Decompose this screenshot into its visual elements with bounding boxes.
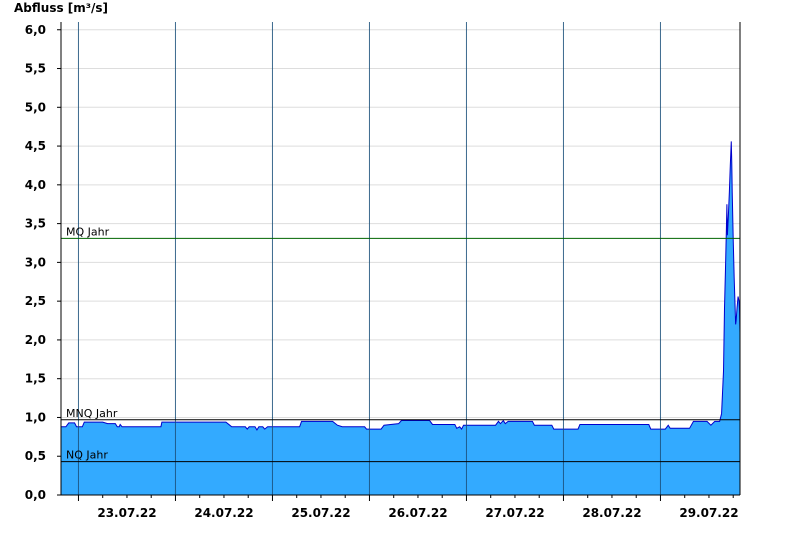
y-tick-label: 1,5 — [25, 372, 46, 386]
x-tick-label: 26.07.22 — [388, 506, 447, 520]
y-axis-title: Abfluss [m³/s] — [14, 1, 109, 15]
y-tick-label: 2,5 — [25, 294, 46, 308]
x-tick-label: 27.07.22 — [485, 506, 544, 520]
x-tick-label: 29.07.22 — [679, 506, 738, 520]
y-tick-label: 0,0 — [25, 488, 46, 502]
reference-line-label: MQ Jahr — [66, 225, 110, 238]
x-tick-label: 25.07.22 — [291, 506, 350, 520]
x-tick-label: 28.07.22 — [582, 506, 641, 520]
y-tick-label: 2,0 — [25, 333, 46, 347]
discharge-area — [61, 141, 740, 495]
y-tick-label: 5,0 — [25, 100, 46, 114]
y-tick-label: 4,0 — [25, 178, 46, 192]
reference-line-label: NQ Jahr — [66, 449, 108, 462]
y-tick-label: 3,5 — [25, 217, 46, 231]
discharge-line — [61, 141, 741, 431]
grid — [61, 29, 740, 457]
axes — [57, 22, 741, 501]
reference-lines: MQ Jahr MNQ Jahr NQ Jahr — [61, 225, 740, 463]
y-tick-label: 1,0 — [25, 410, 46, 424]
y-tick-label: 6,0 — [25, 23, 46, 37]
y-tick-labels: 0,0 0,5 1,0 1,5 2,0 2,5 3,0 3,5 4,0 4,5 5,0 5,5 6,0 — [25, 23, 46, 502]
reference-line-label: MNQ Jahr — [66, 407, 118, 420]
series-area — [61, 22, 741, 495]
y-tick-label: 0,5 — [25, 449, 46, 463]
y-tick-label: 3,0 — [25, 255, 46, 269]
x-tick-label: 24.07.22 — [194, 506, 253, 520]
y-tick-label: 5,5 — [25, 62, 46, 76]
x-tick-label: 23.07.22 — [97, 506, 156, 520]
y-tick-label: 4,5 — [25, 139, 46, 153]
x-tick-labels: 23.07.22 24.07.22 25.07.22 26.07.22 27.07.22… — [97, 506, 738, 520]
